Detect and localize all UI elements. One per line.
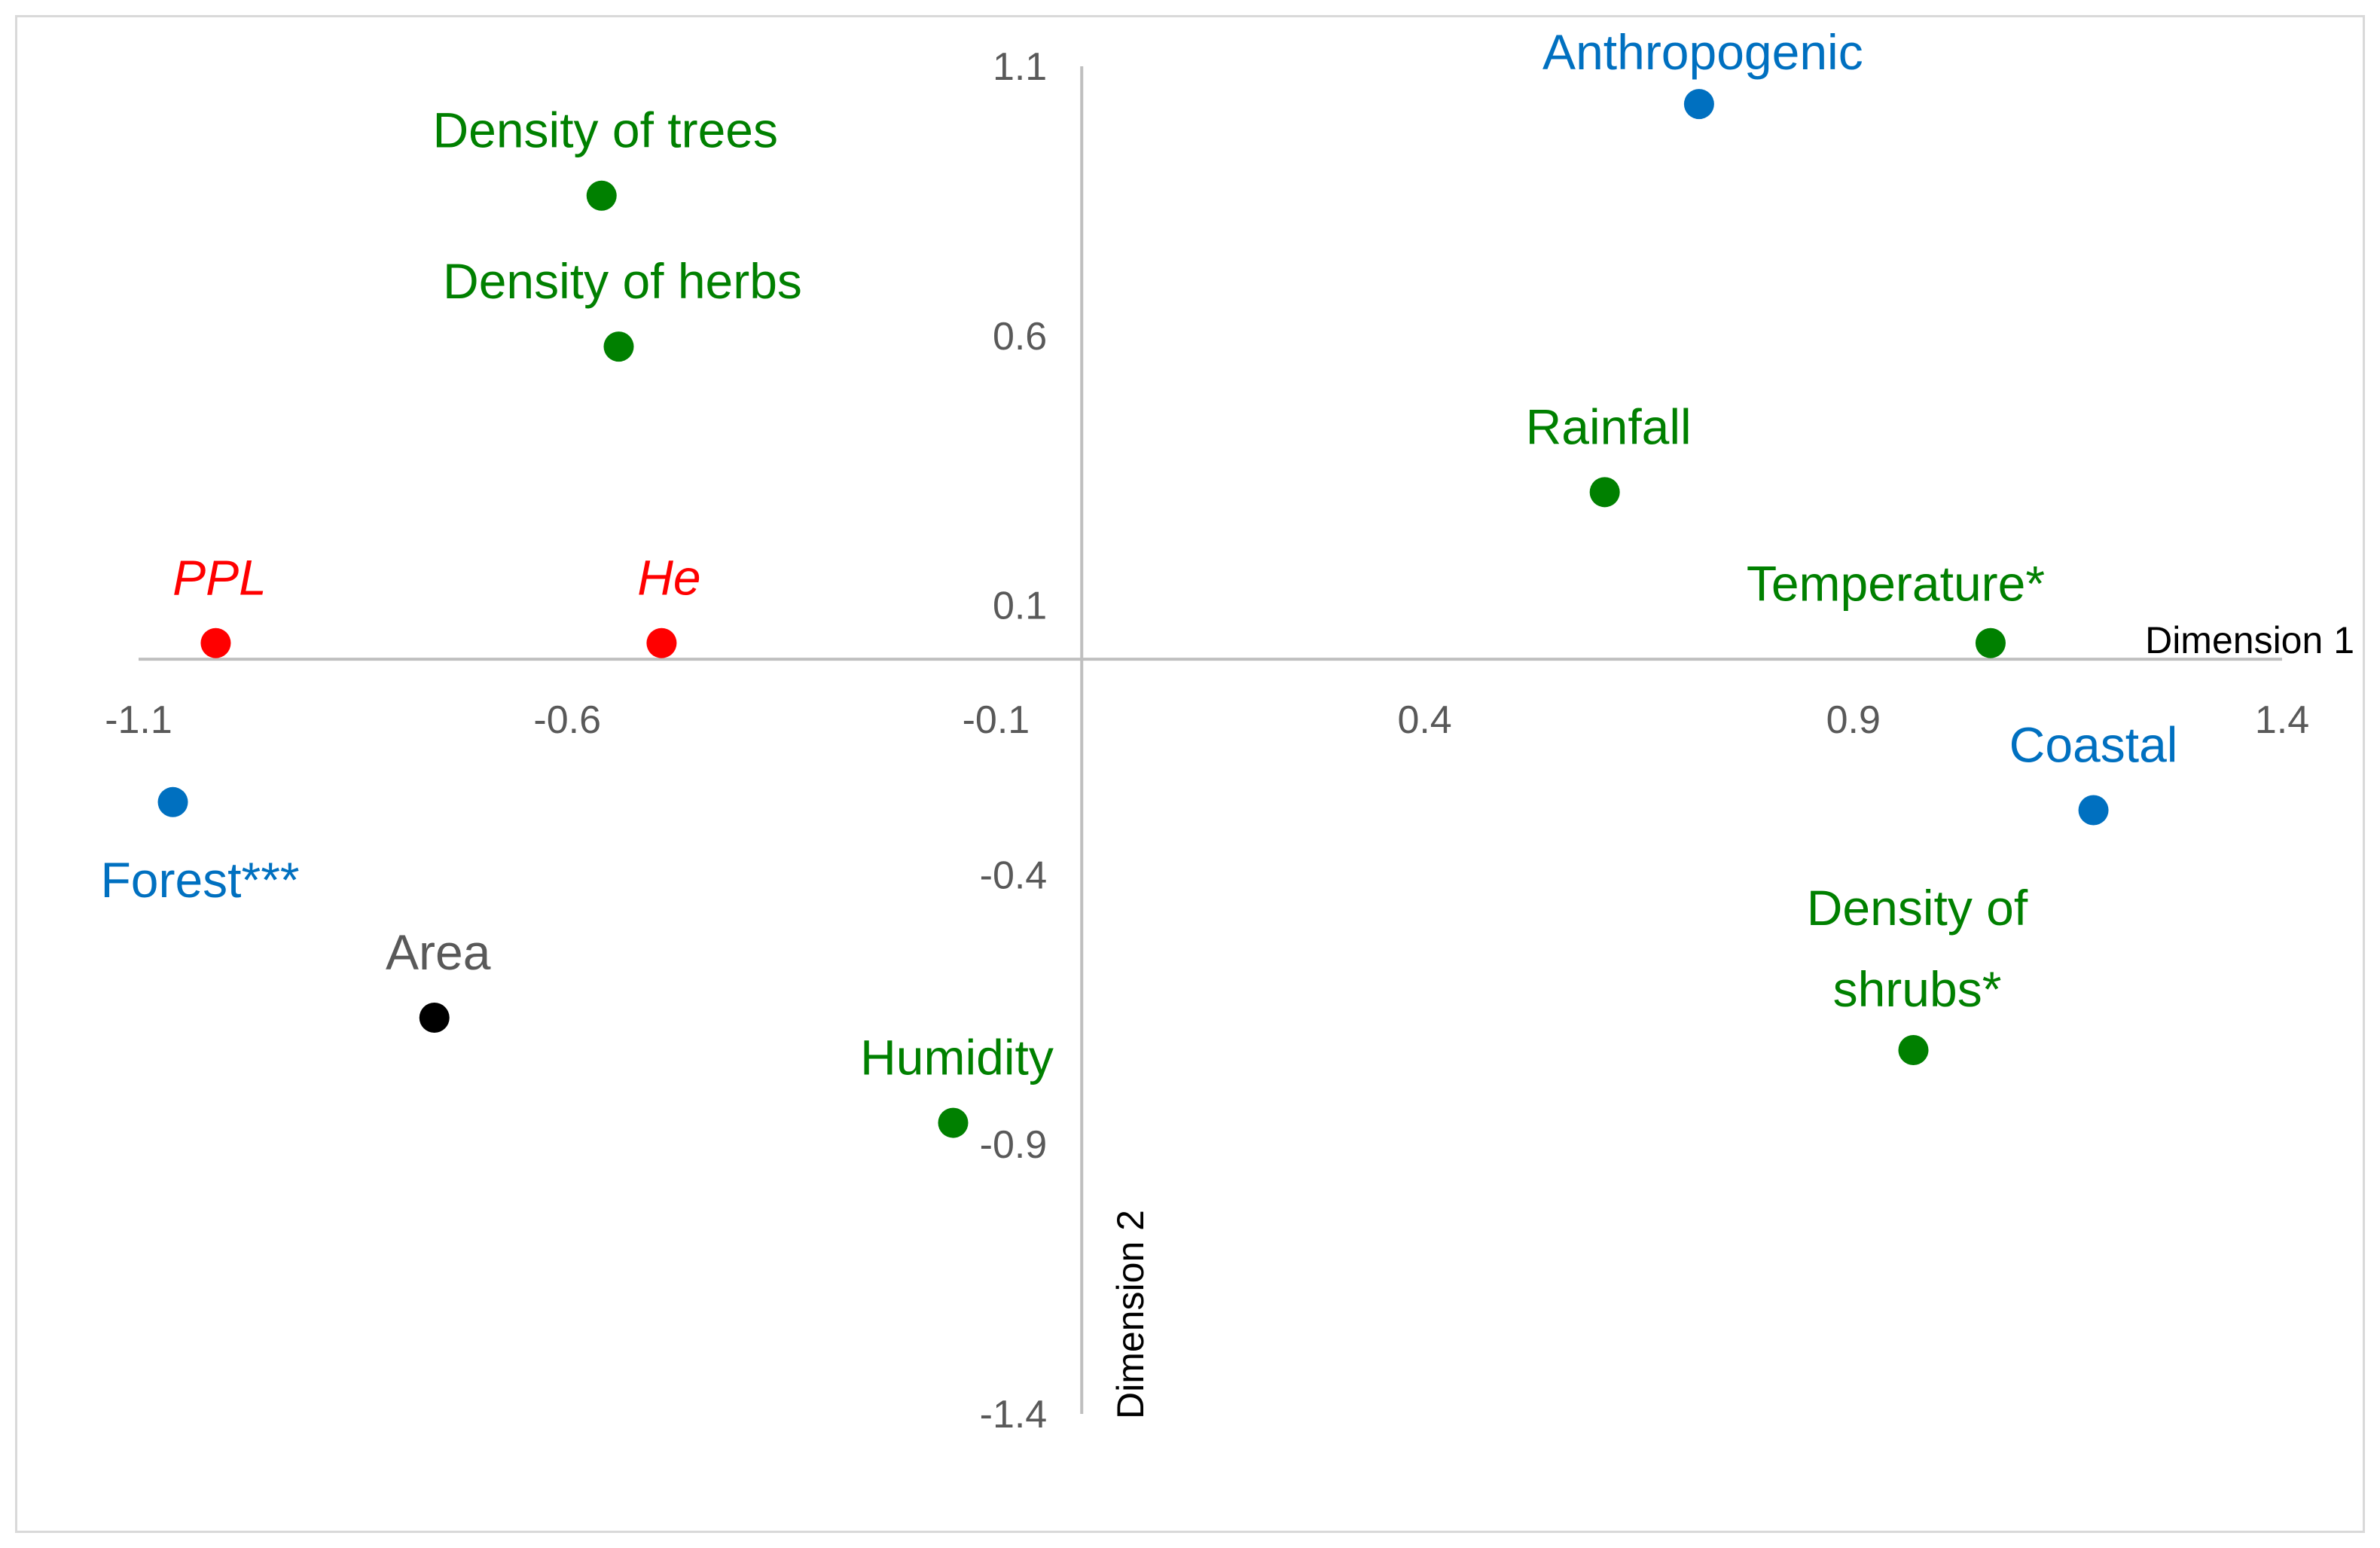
x-tick-labels: -1.1 -0.6 -0.1 0.4 0.9 1.4 [105, 698, 2309, 742]
label-area: Area [386, 924, 491, 980]
point-temperature [1975, 627, 2006, 658]
y-tick-label: 1.1 [993, 45, 1047, 89]
label-line: shrubs* [1833, 961, 2002, 1017]
point-he [646, 627, 677, 658]
label-forest: Forest*** [100, 852, 299, 908]
point-density-of-trees [586, 180, 617, 211]
y-tick-label: 0.6 [993, 315, 1047, 359]
x-tick-label: -1.1 [105, 698, 172, 742]
point-anthropogenic [1683, 89, 1714, 120]
point-coastal [2078, 795, 2109, 826]
label-ppl: PPL [172, 550, 267, 606]
label-humidity: Humidity [860, 1030, 1054, 1085]
y-tick-label: -0.4 [980, 853, 1048, 897]
label-coastal: Coastal [2009, 717, 2178, 773]
y-tick-label: -1.4 [980, 1393, 1048, 1437]
y-axis-title: Dimension 2 [1109, 1210, 1152, 1419]
y-tick-label: 0.1 [993, 585, 1047, 628]
label-density-of-trees: Density of trees [432, 102, 778, 158]
label-temperature: Temperature* [1747, 556, 2045, 612]
y-tick-labels: 1.1 0.6 0.1 -0.4 -0.9 -1.4 [980, 45, 1048, 1437]
point-density-of-shrubs [1898, 1034, 1929, 1065]
label-anthropogenic: Anthropogenic [1542, 24, 1863, 80]
chart-frame [15, 15, 2365, 1533]
x-axis-title: Dimension 1 [2145, 619, 2354, 661]
data-points [157, 89, 2109, 1138]
x-tick-label: 0.4 [1397, 698, 1451, 742]
x-tick-label: 1.4 [2255, 698, 2309, 742]
point-ppl [200, 627, 231, 658]
label-he: He [637, 550, 700, 606]
point-rainfall [1589, 477, 1620, 508]
point-humidity [938, 1107, 969, 1138]
point-density-of-herbs [603, 331, 634, 362]
label-density-of-shrubs: Density of shrubs* [1807, 880, 2028, 1017]
x-tick-label: -0.1 [963, 698, 1030, 742]
point-labels: Anthropogenic Density of trees Density of … [100, 24, 2177, 1085]
x-tick-label: -0.6 [533, 698, 601, 742]
point-forest [157, 786, 188, 817]
label-line: Density of [1807, 880, 2028, 936]
label-density-of-herbs: Density of herbs [443, 253, 802, 309]
point-area [419, 1003, 450, 1034]
y-tick-label: -0.9 [980, 1123, 1048, 1167]
x-tick-label: 0.9 [1826, 698, 1881, 742]
label-rainfall: Rainfall [1526, 398, 1692, 454]
